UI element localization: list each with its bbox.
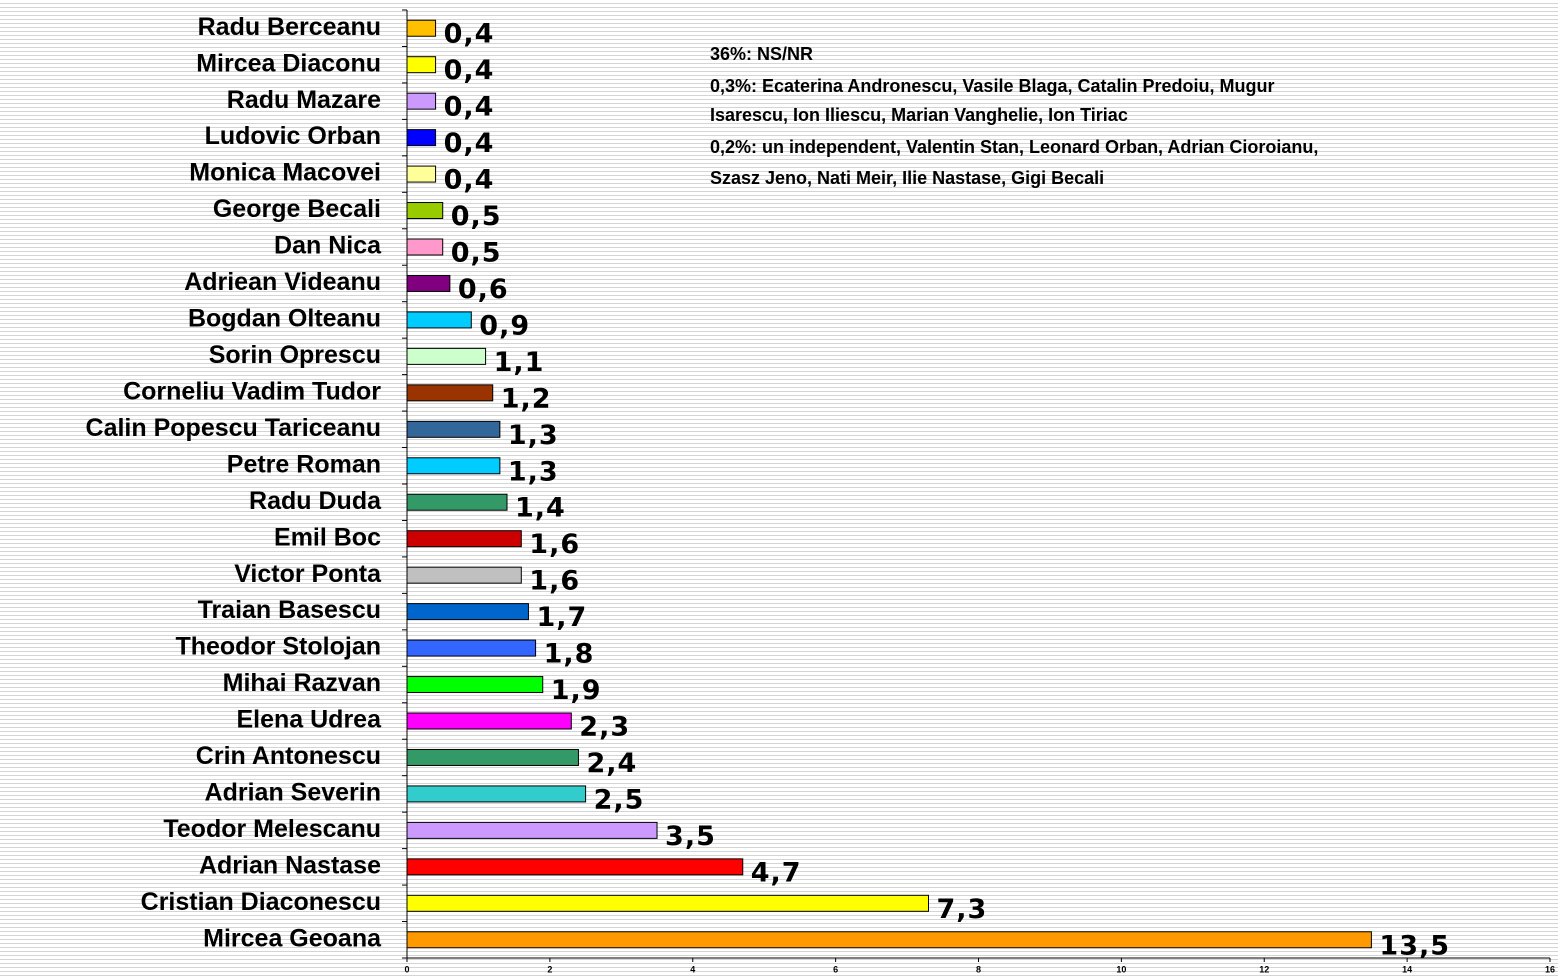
- bar: [406, 530, 522, 548]
- value-label: 0,5: [451, 238, 502, 269]
- value-label: 4,7: [751, 857, 802, 888]
- value-label: 1,4: [515, 493, 566, 524]
- value-label: 1,3: [508, 420, 559, 451]
- x-tick-label: 16: [1545, 964, 1555, 974]
- annotation: 0,2%: un independent, Valentin Stan, Leo…: [710, 137, 1318, 157]
- category-label: George Becali: [213, 195, 381, 223]
- bar: [406, 19, 437, 37]
- bar: [406, 821, 658, 839]
- annotation: Szasz Jeno, Nati Meir, Ilie Nastase, Gig…: [710, 168, 1104, 188]
- bar: [406, 238, 444, 256]
- x-tick-label: 2: [547, 964, 552, 974]
- value-label: 2,3: [579, 712, 630, 743]
- category-label: Bogdan Olteanu: [188, 305, 381, 333]
- bar: [406, 92, 437, 110]
- value-label: 1,1: [494, 347, 545, 378]
- category-label: Mircea Diaconu: [196, 49, 381, 77]
- x-tick-label: 14: [1402, 964, 1412, 974]
- value-label: 0,4: [444, 19, 495, 50]
- bar: [406, 785, 587, 803]
- category-label: Sorin Oprescu: [209, 341, 381, 369]
- category-label: Emil Boc: [274, 523, 381, 551]
- category-label: Teodor Melescanu: [163, 815, 381, 843]
- bar: [406, 712, 572, 730]
- category-label: Ludovic Orban: [205, 122, 381, 150]
- bar: [406, 748, 579, 766]
- bar: [406, 420, 501, 438]
- category-label: Radu Berceanu: [198, 13, 381, 41]
- category-label: Theodor Stolojan: [175, 633, 381, 661]
- bar: [406, 165, 437, 183]
- x-tick-label: 6: [833, 964, 838, 974]
- bar: [406, 894, 929, 912]
- value-label: 13,5: [1379, 930, 1450, 961]
- bar: [406, 931, 1372, 949]
- bar: [406, 858, 744, 876]
- value-label: 1,6: [529, 529, 580, 560]
- value-label: 2,4: [586, 748, 637, 779]
- value-label: 3,5: [665, 821, 716, 852]
- bar: [406, 493, 508, 511]
- value-label: 7,3: [936, 894, 987, 925]
- annotation: 36%: NS/NR: [710, 44, 813, 64]
- bar: [406, 457, 501, 475]
- category-label: Adriean Videanu: [184, 268, 381, 296]
- x-tick-label: 12: [1259, 964, 1269, 974]
- value-label: 0,4: [444, 92, 495, 123]
- bar: [406, 56, 437, 74]
- annotation: 0,3%: Ecaterina Andronescu, Vasile Blaga…: [710, 76, 1275, 96]
- category-label: Traian Basescu: [198, 596, 381, 624]
- bar: [406, 347, 487, 365]
- category-label: Mihai Razvan: [223, 669, 381, 697]
- category-label: Dan Nica: [274, 232, 382, 260]
- bar: [406, 311, 472, 329]
- value-label: 1,7: [536, 602, 587, 633]
- category-label: Victor Ponta: [234, 560, 382, 588]
- category-label: Petre Roman: [227, 450, 381, 478]
- x-tick-label: 10: [1116, 964, 1126, 974]
- bar: [406, 566, 522, 584]
- category-label: Cristian Diaconescu: [141, 888, 381, 916]
- value-label: 0,6: [458, 274, 509, 305]
- value-label: 0,4: [444, 55, 495, 86]
- value-label: 2,5: [594, 784, 645, 815]
- value-label: 0,4: [444, 165, 495, 196]
- category-label: Radu Mazare: [227, 86, 381, 114]
- x-tick-label: 0: [404, 964, 409, 974]
- value-label: 1,8: [544, 639, 595, 670]
- x-tick-label: 8: [976, 964, 981, 974]
- annotation: Isarescu, Ion Iliescu, Marian Vanghelie,…: [710, 105, 1128, 125]
- value-label: 0,4: [444, 128, 495, 159]
- category-label: Mircea Geoana: [203, 924, 382, 952]
- bar: [406, 603, 529, 621]
- bar: [406, 676, 544, 694]
- category-label: Adrian Nastase: [199, 851, 381, 879]
- category-label: Radu Duda: [249, 487, 382, 515]
- value-label: 1,2: [501, 383, 552, 414]
- value-label: 1,6: [529, 566, 580, 597]
- category-label: Elena Udrea: [236, 706, 382, 734]
- bar: [406, 202, 444, 220]
- category-label: Monica Macovei: [189, 159, 381, 187]
- value-label: 0,9: [479, 310, 530, 341]
- value-label: 1,9: [551, 675, 602, 706]
- x-tick-label: 4: [690, 964, 695, 974]
- bar: [406, 384, 494, 402]
- bar: [406, 129, 437, 147]
- category-label: Corneliu Vadim Tudor: [123, 377, 381, 405]
- category-label: Adrian Severin: [205, 779, 381, 807]
- category-label: Crin Antonescu: [196, 742, 381, 770]
- category-label: Calin Popescu Tariceanu: [86, 414, 381, 442]
- bar: [406, 639, 537, 657]
- value-label: 1,3: [508, 456, 559, 487]
- bar: [406, 274, 451, 292]
- value-label: 0,5: [451, 201, 502, 232]
